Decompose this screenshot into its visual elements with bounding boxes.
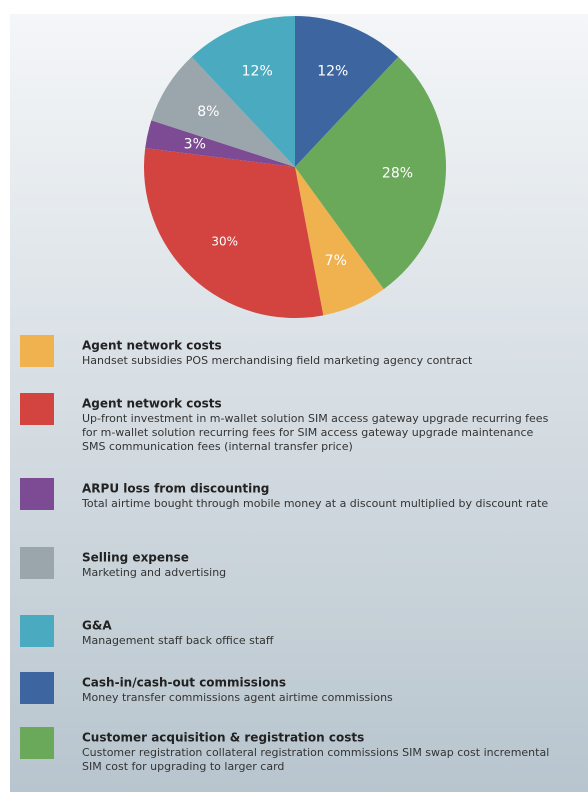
- legend-swatch: [20, 727, 54, 759]
- legend-title: Agent network costs: [82, 397, 222, 411]
- legend-description: SIM cost for upgrading to larger card: [82, 760, 284, 773]
- slice-label: 3%: [184, 137, 206, 153]
- legend-swatch: [20, 478, 54, 510]
- pie-slice: [151, 56, 295, 167]
- legend-title: Agent network costs: [82, 339, 222, 353]
- legend-description: Total airtime bought through mobile mone…: [81, 497, 548, 510]
- legend-description: Up-front investment in m-wallet solution…: [82, 412, 549, 425]
- legend-swatch: [20, 672, 54, 704]
- legend-swatch: [20, 393, 54, 425]
- legend-description: for m-wallet solution recurring fees for…: [82, 426, 534, 439]
- pie-slice: [295, 56, 446, 290]
- legend-description: SMS communication fees (internal transfe…: [82, 440, 353, 453]
- legend-title: Cash-in/cash-out commissions: [82, 676, 286, 690]
- legend-title: Selling expense: [82, 551, 189, 565]
- legend-title: G&A: [82, 619, 112, 633]
- pie-slice: [191, 16, 295, 167]
- legend-swatch: [20, 335, 54, 367]
- pie-slice: [295, 16, 399, 167]
- slice-label: 7%: [325, 253, 347, 269]
- pie-slice: [143, 148, 324, 318]
- legend-title: ARPU loss from discounting: [82, 482, 269, 496]
- slice-label: 12%: [242, 64, 273, 80]
- slice-label: 30%: [211, 234, 238, 248]
- slice-label: 28%: [382, 165, 413, 181]
- pie-slice: [295, 167, 384, 316]
- legend-title: Customer acquisition & registration cost…: [82, 731, 364, 745]
- slice-label: 8%: [197, 104, 219, 120]
- legend-swatch: [20, 615, 54, 647]
- pie-slice: [145, 120, 295, 167]
- legend-description: Marketing and advertising: [82, 566, 226, 579]
- legend-description: Handset subsidies POS merchandising fiel…: [82, 354, 473, 367]
- legend-description: Management staff back office staff: [82, 634, 274, 647]
- legend-swatch: [20, 547, 54, 579]
- legend-description: Money transfer commissions agent airtime…: [82, 691, 393, 704]
- legend-description: Customer registration collateral registr…: [82, 746, 549, 759]
- slice-label: 12%: [317, 64, 348, 80]
